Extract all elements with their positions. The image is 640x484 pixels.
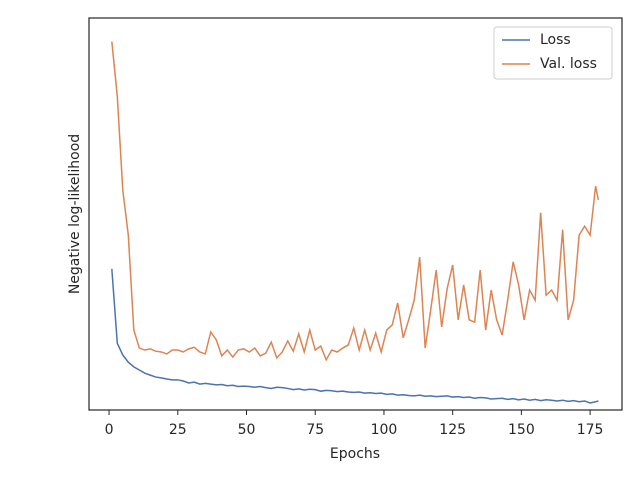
legend-label: Val. loss bbox=[540, 56, 597, 72]
x-tick-label: 50 bbox=[238, 422, 256, 438]
x-axis-label: Epochs bbox=[330, 446, 380, 462]
plot-frame bbox=[88, 17, 623, 411]
x-tick-label: 150 bbox=[508, 422, 535, 438]
legend-label: Loss bbox=[540, 32, 571, 48]
x-tick-label: 100 bbox=[371, 422, 398, 438]
y-axis-label: Negative log-likelihood bbox=[67, 134, 83, 294]
x-tick-label: 25 bbox=[169, 422, 187, 438]
x-tick-label: 175 bbox=[577, 422, 604, 438]
x-tick-label: 0 bbox=[105, 422, 114, 438]
x-tick-label: 125 bbox=[439, 422, 466, 438]
x-tick-label: 75 bbox=[306, 422, 324, 438]
line bbox=[111, 41, 600, 362]
line bbox=[111, 268, 599, 404]
